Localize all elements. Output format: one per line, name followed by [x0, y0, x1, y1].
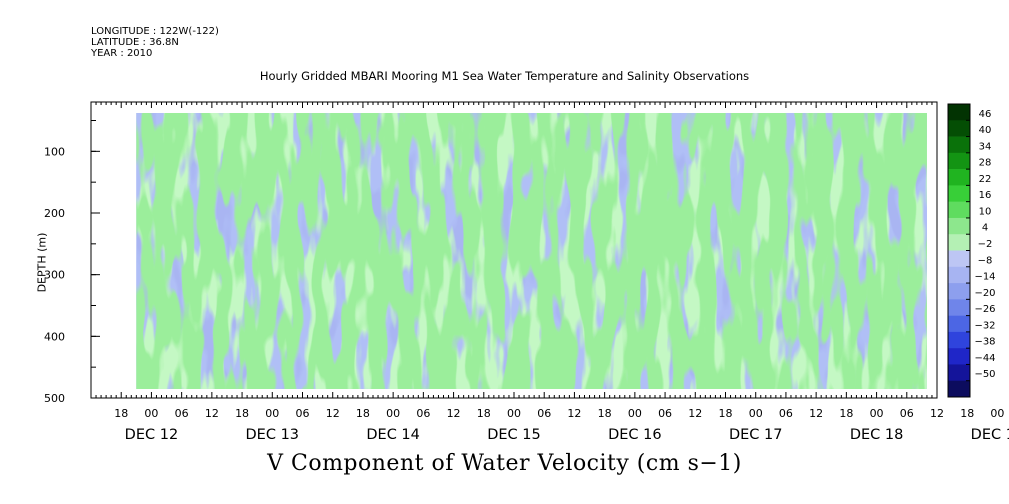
y-tick-label: 400	[44, 330, 65, 343]
x-hour-label: 18	[356, 407, 370, 420]
colorbar-swatch	[948, 250, 970, 268]
x-hour-label: 12	[447, 407, 461, 420]
colorbar-swatch	[948, 283, 970, 300]
colorbar-label: −44	[974, 353, 995, 364]
colorbar-swatch	[948, 234, 970, 251]
colorbar-label: −32	[974, 320, 995, 331]
colorbar-label: 40	[979, 125, 992, 136]
x-day-label: DEC 13	[246, 427, 300, 443]
colorbar-swatch	[948, 348, 970, 365]
x-axis: 18 00 06 12 18 00 06 12 18 00 06 12 18 00 06 12 18 00 06 12…	[90, 102, 1009, 443]
x-hour-label: 12	[567, 407, 581, 420]
colorbar-swatch	[948, 380, 970, 398]
x-hour-label: 06	[537, 407, 551, 420]
y-tick-label: 500	[44, 392, 65, 405]
x-hour-label: 18	[598, 407, 612, 420]
x-day-label: DEC 18	[850, 427, 904, 443]
field-dark-green-patches	[136, 113, 927, 389]
velocity-field	[136, 113, 927, 389]
colorbar-swatch	[948, 299, 970, 316]
latitude-label: LATITUDE : 36.8N	[91, 37, 179, 48]
colorbar-swatch	[948, 201, 970, 219]
colorbar-label: 46	[979, 109, 992, 120]
chart-title: Hourly Gridded MBARI Mooring M1 Sea Wate…	[259, 69, 750, 83]
y-axis-label: DEPTH (m)	[35, 232, 49, 293]
colorbar-label: 34	[979, 141, 992, 152]
x-hour-label: 12	[809, 407, 823, 420]
colorbar-label: −8	[978, 255, 993, 266]
x-day-label: DEC 14	[366, 427, 420, 443]
colorbar-label: 10	[979, 206, 992, 217]
x-hour-label: 00	[870, 407, 884, 420]
x-day-label: DEC 19	[971, 427, 1009, 443]
x-day-label: DEC 15	[487, 427, 541, 443]
colorbar-swatch	[948, 152, 970, 170]
year-label: YEAR : 2010	[91, 48, 153, 59]
colorbar-swatch	[948, 136, 970, 154]
colorbar-label: −50	[974, 369, 995, 380]
x-hour-label: 18	[114, 407, 128, 420]
x-hour-label: 06	[658, 407, 672, 420]
colorbar-swatch	[948, 104, 970, 121]
colorbar-label: −2	[978, 239, 993, 250]
x-hour-label: 18	[960, 407, 974, 420]
colorbar-swatch	[948, 169, 970, 186]
x-hour-label: 18	[477, 407, 491, 420]
x-hour-label: 12	[930, 407, 944, 420]
colorbar-label: −26	[974, 304, 995, 315]
x-hour-label: 00	[144, 407, 158, 420]
colorbar-label: 22	[979, 174, 992, 185]
x-hour-label: 00	[265, 407, 279, 420]
colorbar-label: 4	[982, 223, 988, 234]
x-hour-label: 12	[205, 407, 219, 420]
longitude-label: LONGITUDE : 122W(-122)	[91, 26, 219, 37]
y-tick-label: 200	[44, 207, 65, 220]
x-hour-label: 06	[296, 407, 310, 420]
y-tick-label: 300	[44, 269, 65, 282]
x-hour-label: 06	[779, 407, 793, 420]
x-day-label: DEC 17	[729, 427, 783, 443]
x-hour-label: 00	[628, 407, 642, 420]
x-hour-label: 12	[326, 407, 340, 420]
x-day-label: DEC 16	[608, 427, 662, 443]
x-hour-label: 00	[990, 407, 1004, 420]
x-hour-label: 18	[719, 407, 733, 420]
colorbar-swatch	[948, 185, 970, 202]
x-day-label: DEC 12	[125, 427, 179, 443]
x-hour-label: 06	[416, 407, 430, 420]
x-hour-label: 12	[688, 407, 702, 420]
colorbar-label: −38	[974, 337, 995, 348]
colorbar-label: 28	[979, 158, 992, 169]
colorbar-swatch	[948, 266, 970, 284]
colorbar-swatch	[948, 364, 970, 382]
colorbar: 46 40 34 28 22 16 10 4 −2 −8 −14 −20 −26 −32 −38 −44 −50	[947, 103, 996, 398]
x-hour-label: 00	[507, 407, 521, 420]
x-hour-label: 18	[235, 407, 249, 420]
y-axis: 100 200 300 400 500	[44, 120, 100, 405]
x-hour-label: 00	[749, 407, 763, 420]
x-hour-label: 06	[175, 407, 189, 420]
colorbar-label: −14	[974, 272, 995, 283]
colorbar-swatch	[948, 120, 970, 137]
x-hour-label: 00	[386, 407, 400, 420]
colorbar-swatch	[948, 331, 970, 349]
colorbar-swatch	[948, 217, 970, 235]
x-hour-label: 06	[900, 407, 914, 420]
x-axis-label: V Component of Water Velocity (cm s−1)	[267, 451, 742, 476]
colorbar-label: −20	[974, 288, 995, 299]
colorbar-label: 16	[979, 190, 992, 201]
y-tick-label: 100	[44, 145, 65, 158]
colorbar-swatch	[948, 315, 970, 333]
x-hour-label: 18	[839, 407, 853, 420]
